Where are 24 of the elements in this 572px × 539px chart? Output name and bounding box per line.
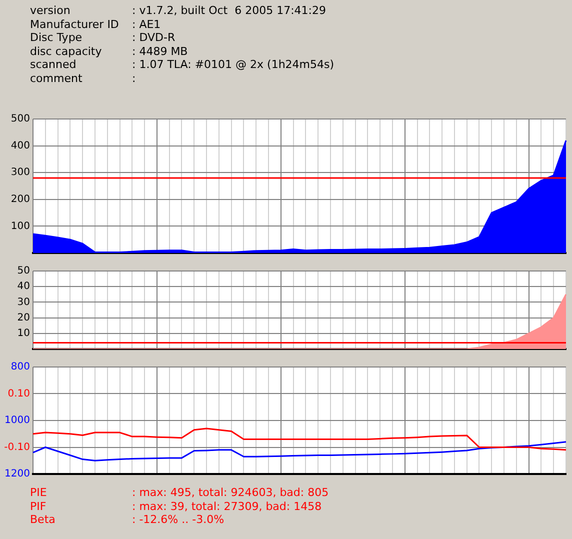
y-tick-label: 400 [10, 140, 30, 152]
y2-tick-label: 800 [10, 362, 30, 373]
text: Disc Type : DVD-R [30, 31, 176, 44]
y-tick-label: 200 [10, 194, 30, 205]
text: scanned : 1.07 TLA: #0101 @ 2x (1h24m54s) [30, 58, 334, 71]
y-tick-label: 50 [17, 266, 30, 277]
text: disc capacity : 4489 MB [30, 44, 188, 58]
text: version : v1.7.2, built Oct 6 2005 17:41:29 [30, 4, 326, 17]
y2-tick-label: 1000 [4, 415, 30, 426]
text: comment : [30, 72, 136, 84]
y-tick-label: -0.10 [4, 442, 30, 453]
y2-tick-label: 1200 [4, 468, 30, 480]
y-tick-label: 30 [17, 296, 30, 308]
y-tick-label: 300 [10, 167, 30, 178]
y-tick-label: 10 [17, 328, 30, 339]
y-tick-label: 100 [10, 220, 30, 232]
y-tick-label: 20 [17, 312, 30, 324]
y-tick-label: 0.10 [8, 388, 30, 400]
text: Beta : -12.6% .. -3.0% [30, 513, 224, 526]
text: Manufacturer ID : AE1 [29, 18, 161, 31]
text: PIE : max: 495, total: 924603, bad: 805 [30, 486, 329, 499]
y-tick-label: 500 [10, 114, 30, 125]
text: PIF : max: 39, total: 27309, bad: 1458 [30, 500, 322, 512]
y-tick-label: 40 [17, 281, 30, 292]
